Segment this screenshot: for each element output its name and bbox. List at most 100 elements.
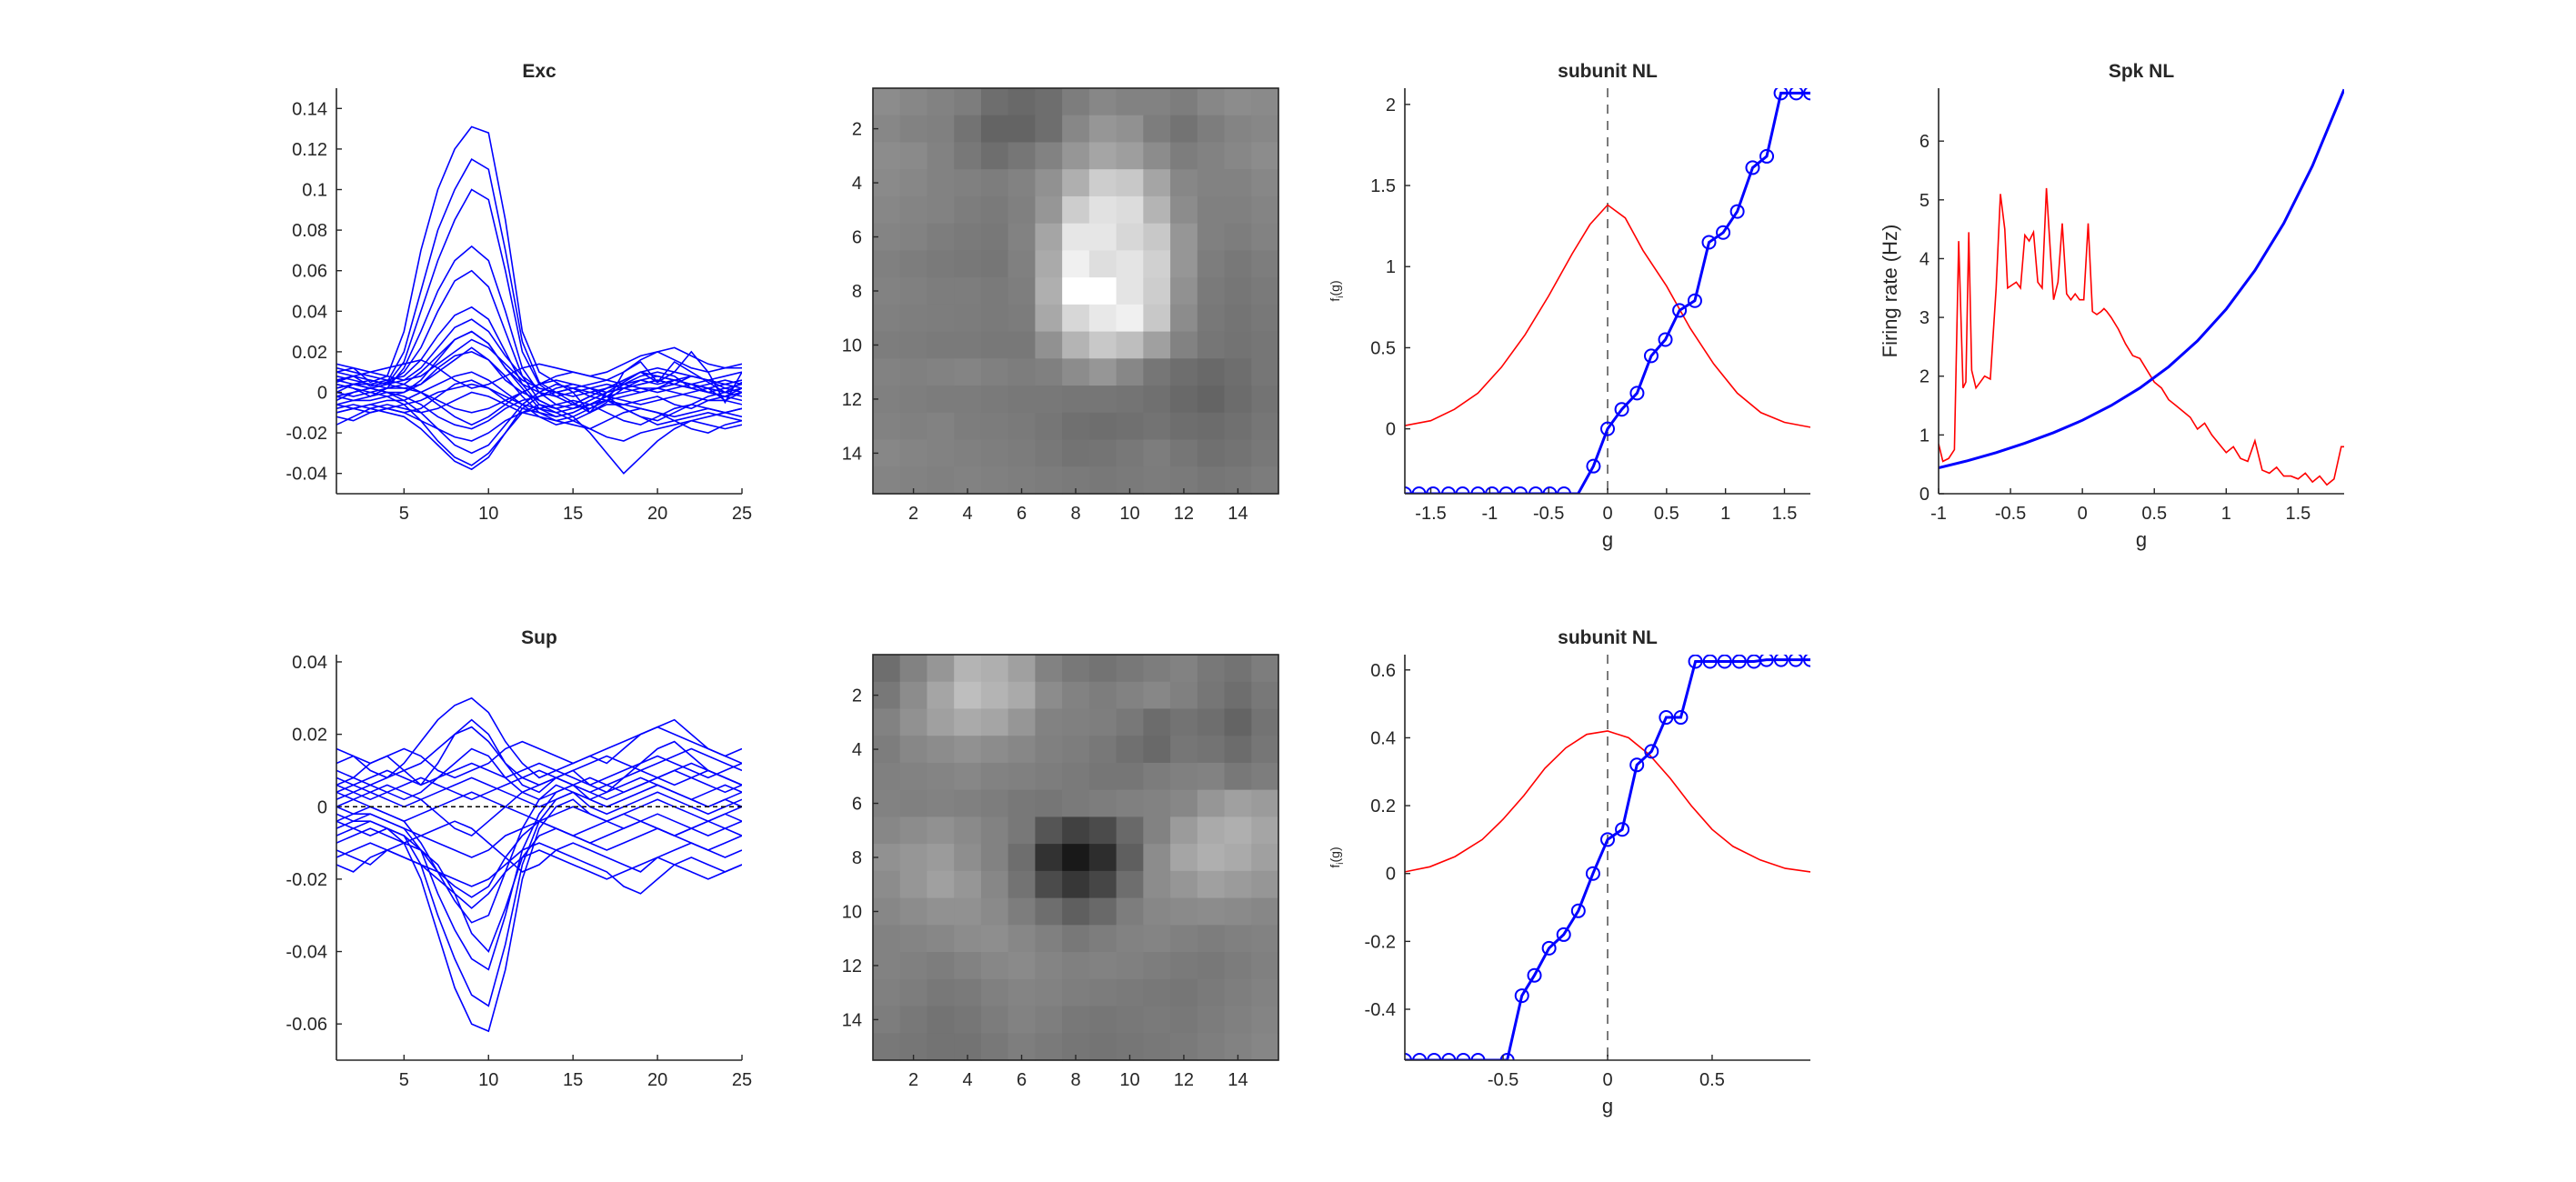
heatmap-cell (1007, 655, 1036, 683)
heatmap-cell (1035, 978, 1063, 1007)
heatmap-cell (1197, 925, 1226, 953)
y-tick-label: 6 (1919, 132, 1929, 152)
heatmap-cell (1170, 681, 1198, 710)
nonlinearity-marker (1426, 486, 1441, 494)
heatmap-cell (1007, 870, 1036, 899)
heatmap-cell (1170, 925, 1198, 953)
heatmap-cell (1035, 844, 1063, 872)
heatmap-cell (954, 816, 982, 845)
heatmap-cell (980, 978, 1009, 1007)
heatmap-cell (1251, 978, 1279, 1007)
heatmap-cell (1224, 708, 1252, 736)
heatmap-cell (1062, 195, 1090, 225)
heatmap-cell (1170, 1006, 1198, 1034)
nonlinearity-marker (1687, 293, 1702, 308)
heatmap-cell (927, 250, 955, 278)
heatmap-cell (1197, 844, 1226, 872)
heatmap-cell (1170, 115, 1198, 144)
heatmap-cell (1143, 1033, 1171, 1061)
nonlinearity-marker (1427, 1053, 1442, 1060)
heatmap-cell (1088, 331, 1118, 359)
x-tick-label: 4 (963, 1070, 973, 1090)
nonlinearity-marker (1629, 386, 1645, 401)
heatmap-cell (1143, 88, 1171, 116)
heatmap-cell (1251, 789, 1279, 817)
heatmap-cell (1007, 88, 1036, 116)
heatmap-cell (1007, 816, 1036, 845)
x-tick-label: -1 (1930, 504, 1947, 524)
heatmap-cell (1143, 331, 1171, 359)
heatmap-cell (980, 897, 1009, 926)
heatmap-cell (1170, 195, 1198, 225)
heatmap-cell (1251, 762, 1279, 791)
heatmap-cell (1143, 195, 1171, 225)
heatmap-cell (1170, 304, 1198, 333)
heatmap-cell (954, 870, 982, 899)
heatmap-cell (1143, 250, 1171, 278)
heatmap-cell (1035, 386, 1063, 414)
heatmap-cell (899, 250, 928, 278)
heatmap-cell (1197, 870, 1226, 899)
heatmap-cell (1035, 1033, 1063, 1061)
nonlinearity-marker (1470, 486, 1486, 494)
heatmap-cell (899, 870, 928, 899)
heatmap-cell (899, 304, 928, 333)
nonlinearity-marker (1745, 160, 1760, 175)
filter-trace-17 (336, 849, 742, 909)
heatmap-cell (1062, 169, 1090, 197)
filter-trace-20 (336, 762, 742, 801)
heatmap-cell (1143, 169, 1171, 197)
heatmap-cell (1170, 870, 1198, 899)
heatmap-cell (954, 952, 982, 980)
x-tick-label: 4 (963, 504, 973, 524)
x-tick-label: 10 (478, 1070, 498, 1090)
filter-trace-23 (336, 330, 742, 397)
heatmap-cell (1035, 223, 1063, 251)
heatmap-cell (954, 978, 982, 1007)
nonlinearity-marker (1498, 486, 1514, 494)
heatmap-cell (1062, 844, 1090, 872)
chart-title: Sup (521, 627, 557, 648)
nonlinearity-marker (1411, 486, 1427, 494)
heatmap-cell (1088, 655, 1118, 683)
y-tick-label: 0 (317, 797, 327, 817)
heatmap-cell (1035, 870, 1063, 899)
heatmap-cell (954, 223, 982, 251)
heatmap-cell (873, 250, 901, 278)
heatmap-cell (1116, 304, 1144, 333)
nonlinearity-marker (1585, 866, 1600, 881)
heatmap-cell (1143, 789, 1171, 817)
distribution-line (1405, 730, 1810, 873)
y-tick-label: 0 (317, 384, 327, 404)
heatmap-cell (1224, 115, 1252, 144)
heatmap-cell (1170, 358, 1198, 386)
heatmap-cell (899, 708, 928, 736)
heatmap-cell (1143, 386, 1171, 414)
heatmap-cell (954, 115, 982, 144)
heatmap-cell (1224, 88, 1252, 116)
heatmap-cell (927, 358, 955, 386)
heatmap-cell (1197, 952, 1226, 980)
heatmap-cell (980, 816, 1009, 845)
filter-trace-3 (336, 784, 742, 971)
nonlinearity-marker (1570, 903, 1586, 918)
heatmap-cell (1088, 681, 1118, 710)
nonlinearity-marker (1557, 486, 1572, 494)
x-tick-label: 15 (563, 1070, 583, 1090)
filter-trace-15 (336, 791, 742, 836)
heatmap-cell (980, 331, 1009, 359)
y-axis-label: Firing rate (Hz) (1879, 225, 1901, 358)
heatmap-cell (1062, 925, 1090, 953)
nonlinearity-marker (1615, 822, 1630, 837)
heatmap-cell (954, 789, 982, 817)
heatmap-cell (1116, 142, 1144, 170)
heatmap-cell (873, 925, 901, 953)
heatmap-cell (980, 1006, 1009, 1034)
heatmap-cell (1116, 952, 1144, 980)
heatmap-cell (980, 655, 1009, 683)
heatmap-cell (899, 736, 928, 764)
y-tick-label: 0.1 (302, 181, 327, 201)
heatmap-cell (980, 466, 1009, 495)
exc-spatial-filter-panel: 2 4 6 8 10 12 14 2 4 6 8 10 12 14 (842, 87, 1279, 524)
heatmap-cell (980, 789, 1009, 817)
